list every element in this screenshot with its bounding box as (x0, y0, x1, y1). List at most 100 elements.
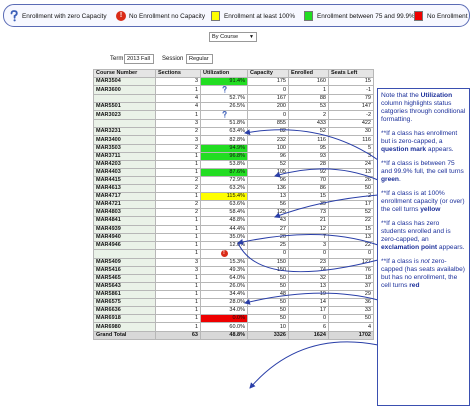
cell-sections: 1 (155, 224, 201, 234)
cell-sections: 2 (155, 175, 201, 186)
cell-utilization: 34.4% (200, 290, 248, 300)
legend-item-75-to-99: Enrollment between 75 and 99.9% (304, 10, 415, 22)
cell-sections: 1 (155, 110, 201, 121)
cell-sections: 4 (155, 102, 201, 112)
table-row: MAR4939 1 44.4% 27 12 15 (93, 224, 374, 234)
cell-utilization: 63.4% (200, 127, 248, 137)
view-select[interactable]: By Course ▼ (209, 32, 257, 42)
table-row: 1! 0 0 0 (93, 248, 374, 259)
cell-enrolled: 0 (288, 314, 329, 324)
cell-utilization: 64.0% (200, 273, 248, 284)
cell-enrolled: 39 (288, 200, 329, 210)
cell-seats-left: 0 (328, 248, 374, 259)
col-header-sections[interactable]: Sections (155, 68, 201, 79)
table-row: MAR3400 3 82.8% 232 116 116 (93, 135, 374, 145)
cell-course: MAR3503 (93, 143, 156, 153)
cell-enrolled: 32 (288, 273, 329, 284)
cell-sections: 1 (155, 85, 201, 96)
cell-enrolled: 92 (288, 167, 329, 177)
col-header-course[interactable]: Course Number (93, 68, 156, 79)
cell-utilization: 58.4% (200, 208, 248, 218)
table-row: MAR4721 2 63.6% 56 39 17 (93, 200, 374, 210)
session-label: Session (162, 56, 184, 62)
cell-course: MAR6918 (93, 314, 156, 324)
cell-utilization: 34.0% (200, 306, 248, 316)
cell-enrolled: 93 (288, 151, 329, 161)
cell-course (93, 94, 156, 104)
question-mark-icon (222, 86, 227, 93)
exclamation-icon: ! (116, 11, 126, 21)
cell-utilization: 15.3% (200, 257, 248, 267)
table-row: MAR3600 1 0 1 -1 (93, 85, 374, 96)
cell-course: MAR4940 (93, 232, 156, 242)
cell-enrolled: 95 (288, 143, 329, 153)
cell-course: MAR5861 (93, 290, 156, 300)
cell-enrolled: 13 (288, 282, 329, 292)
note-intro: Note that the Utilization column highlig… (381, 92, 466, 123)
table-row: MAR3231 2 63.4% 82 52 30 (93, 127, 374, 137)
cell-capacity: 10 (247, 322, 289, 332)
cell-enrolled: 70 (288, 175, 329, 186)
chevron-down-icon: ▼ (249, 34, 254, 40)
cell-utilization: ! (200, 248, 248, 259)
session-field[interactable]: Regular (186, 54, 213, 64)
cell-sections: 2 (155, 143, 201, 153)
table-row: MAR4415 2 72.9% 96 70 26 (93, 175, 374, 186)
cell-seats-left: 22 (328, 240, 374, 250)
table-row: MAR3504 3 91.4% 175 160 15 (93, 77, 374, 87)
cell-course: MAR3023 (93, 110, 156, 121)
cell-capacity: 13 (247, 192, 289, 202)
cell-sections: 3 (155, 119, 201, 129)
cell-enrolled: 2 (288, 110, 329, 121)
cell-course: MAR3400 (93, 135, 156, 145)
table-row: MAR6575 1 28.0% 50 14 36 (93, 298, 374, 308)
cell-sections: 2 (155, 127, 201, 137)
table-row: MAR4940 1 35.0% 20 7 13 (93, 232, 374, 242)
col-header-utilization[interactable]: Utilization (200, 68, 248, 79)
cell-capacity: 50 (247, 282, 289, 292)
cell-capacity: 27 (247, 224, 289, 234)
cell-capacity: 0 (247, 248, 289, 259)
red-swatch (414, 11, 423, 21)
cell-enrolled: 6 (288, 322, 329, 332)
col-header-enrolled[interactable]: Enrolled (288, 68, 329, 79)
cell-capacity: 855 (247, 119, 289, 129)
col-header-seats-left[interactable]: Seats Left (328, 68, 374, 79)
cell-capacity: 200 (247, 102, 289, 112)
legend-label: Enrollment between 75 and 99.9% (317, 12, 415, 20)
legend-label: Enrollment with zero Capacity (22, 12, 107, 20)
table-row: MAR5643 1 26.0% 50 13 37 (93, 282, 374, 292)
cell-sections: 1 (155, 167, 201, 177)
cell-capacity: 56 (247, 200, 289, 210)
cell-enrolled: 52 (288, 127, 329, 137)
cell-seats-left: 422 (328, 119, 374, 129)
cell-sections: 1 (155, 240, 201, 250)
cell-utilization: 60.0% (200, 322, 248, 332)
table-row: MAR4803 2 58.4% 125 73 52 (93, 208, 374, 218)
notes-panel: Note that the Utilization column highlig… (377, 88, 470, 406)
cell-utilization: 96.8% (200, 151, 248, 161)
cell-course: MAR5416 (93, 265, 156, 275)
cell-seats-left: 37 (328, 282, 374, 292)
cell-utilization: 52.7% (200, 94, 248, 104)
legend-item-no-enrollment: No Enrollment (414, 10, 468, 22)
cell-course: MAR3711 (93, 151, 156, 161)
cell-sections: 1 (155, 314, 201, 324)
cell-utilization: 72.9% (200, 175, 248, 186)
cell-seats-left: 24 (328, 159, 374, 169)
cell-seats-left: 116 (328, 135, 374, 145)
cell-course: MAR3504 (93, 77, 156, 87)
cell-sections: 1 (155, 290, 201, 300)
cell-capacity: 82 (247, 127, 289, 137)
session-value: Regular (189, 56, 209, 62)
term-field[interactable]: 2013 Fall (124, 54, 154, 64)
cell-sections: 3 (155, 257, 201, 267)
cell-seats-left: 3 (328, 151, 374, 161)
cell-capacity: 48 (247, 290, 289, 300)
term-label: Term (110, 56, 124, 62)
cell-seats-left: 15 (328, 224, 374, 234)
col-header-capacity[interactable]: Capacity (247, 68, 289, 79)
cell-enrolled: 160 (288, 77, 329, 87)
cell-enrolled: 74 (288, 265, 329, 275)
cell-seats-left: -1 (328, 85, 374, 96)
